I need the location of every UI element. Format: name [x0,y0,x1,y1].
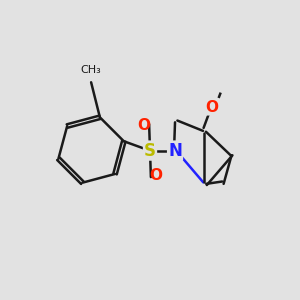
Text: CH₃: CH₃ [81,65,101,75]
Text: S: S [144,142,156,160]
Text: O: O [150,168,163,183]
Text: O: O [137,118,150,133]
Text: N: N [168,142,182,160]
Text: O: O [205,100,218,115]
